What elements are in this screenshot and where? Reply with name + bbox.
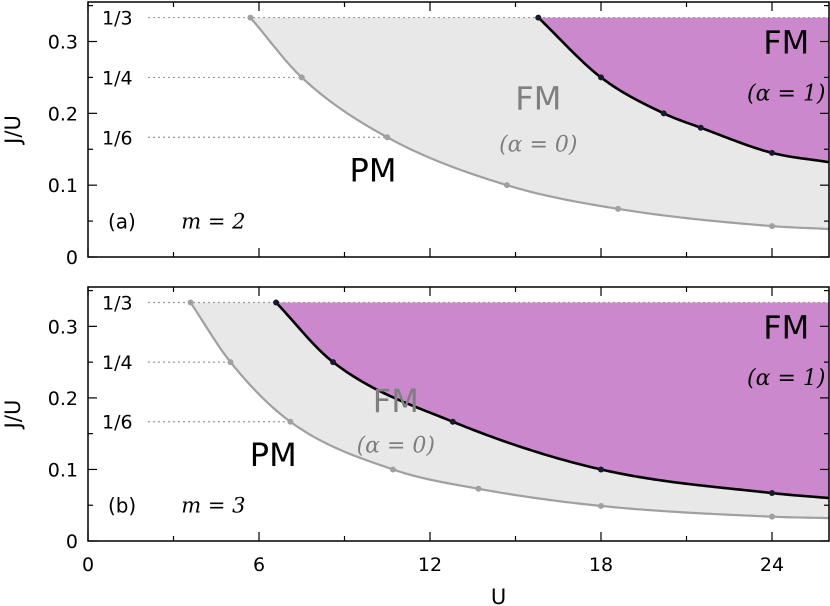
y-tick-label: 0 [66, 247, 78, 269]
panel-b: 1/3 1/4 1/6 0 6 12 18 24 0 0.1 0.2 0.3 J/U U PM FM (α = … [1, 286, 830, 606]
panel-label: (b) [108, 493, 136, 517]
data-point [598, 466, 604, 473]
fraction-label-bg [94, 5, 144, 30]
fm0-boundary-line [189, 301, 829, 520]
fm1-label: FM [763, 24, 809, 62]
data-point [287, 418, 294, 425]
plot-frame [87, 1, 830, 258]
plot-frame [87, 286, 830, 542]
fm0-boundary-line [249, 16, 829, 231]
x-tick-label: 24 [760, 554, 784, 576]
data-point [615, 205, 622, 212]
plot-area [148, 14, 829, 231]
data-point [503, 182, 510, 189]
x-tick-label: 6 [253, 554, 265, 576]
m-parameter-label: m = 2 [181, 209, 245, 233]
y-tick-label: 0.1 [48, 175, 78, 197]
data-point [697, 124, 704, 131]
fraction-label: 1/4 [102, 352, 133, 374]
data-point [247, 14, 254, 21]
fraction-label-bg [94, 290, 144, 315]
y-tick-label: 0.2 [48, 103, 78, 125]
fraction-label-bg [94, 409, 144, 434]
data-point [660, 110, 667, 117]
data-point [227, 359, 234, 366]
data-point [598, 502, 604, 509]
fm1-boundary-line [275, 301, 829, 500]
fraction-label: 1/6 [102, 127, 133, 149]
fm1-label: FM [763, 309, 809, 347]
data-point [273, 299, 280, 306]
data-point [598, 74, 604, 81]
fm1-region [276, 302, 829, 499]
y-tick-label: 0 [66, 531, 78, 553]
y-axis-title: J/U [1, 400, 25, 431]
fm1-alpha-label: (α = 1) [747, 366, 825, 391]
data-point [769, 490, 775, 497]
y-tick-label: 0.3 [48, 32, 78, 54]
data-point [389, 466, 396, 473]
data-point [769, 149, 775, 156]
data-point [187, 299, 194, 306]
y-tick-label: 0.2 [48, 388, 78, 410]
fm0-alpha-label: (α = 0) [499, 132, 577, 157]
pm-label: PM [350, 152, 397, 190]
x-tick-label: 12 [418, 554, 442, 576]
data-point [769, 513, 775, 520]
pm-label: PM [250, 436, 297, 474]
fm0-alpha-label: (α = 0) [357, 433, 435, 458]
x-axis-title: U [491, 585, 506, 606]
y-axis-title: J/U [1, 115, 25, 146]
data-point [298, 74, 305, 81]
data-point [475, 485, 482, 492]
fraction-label-bg [94, 125, 144, 150]
data-point [384, 134, 391, 141]
fraction-label: 1/3 [102, 293, 133, 315]
y-tick-label: 0.3 [48, 316, 78, 338]
x-tick-label: 18 [589, 554, 613, 576]
y-tick-label: 0.1 [48, 459, 78, 481]
fm0-label: FM [373, 382, 419, 420]
x-tick-label: 0 [82, 554, 94, 576]
fraction-label-bg [94, 350, 144, 375]
fraction-label: 1/3 [102, 8, 133, 30]
data-point [769, 223, 775, 230]
data-point [330, 359, 337, 366]
fraction-label: 1/6 [102, 412, 133, 434]
fm1-region [538, 17, 829, 163]
m-parameter-label: m = 3 [181, 493, 245, 517]
data-point [449, 418, 456, 425]
panel-a: 1/3 1/4 1/6 0 0.1 0.2 0.3 J/U PM FM (α = 0) FM (α = … [1, 1, 830, 269]
panel-label: (a) [108, 209, 136, 233]
fm1-boundary-line [537, 16, 829, 164]
fm1-alpha-label: (α = 1) [747, 81, 825, 106]
fm0-label: FM [515, 80, 561, 118]
fraction-label-bg [94, 65, 144, 90]
fraction-label: 1/4 [102, 67, 133, 89]
data-point [535, 14, 542, 21]
plot-area [148, 299, 829, 520]
